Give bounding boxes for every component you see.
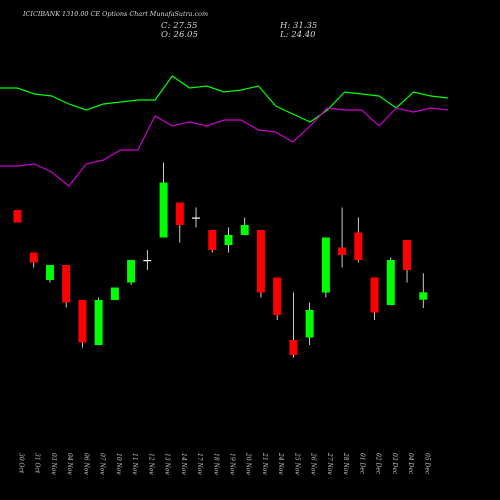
- candle-body: [94, 300, 103, 345]
- x-tick-label: 14 Nov: [180, 453, 187, 475]
- x-tick-label: 25 Nov: [293, 452, 300, 475]
- candle: [45, 265, 54, 283]
- x-tick-label: 07 Nov: [99, 453, 106, 475]
- candle: [110, 287, 119, 300]
- indicator-line-2: [0, 107, 449, 187]
- x-tick-label: 28 Nov: [342, 452, 349, 475]
- candle-body: [208, 230, 217, 250]
- candle: [370, 277, 379, 320]
- candle-body: [175, 202, 184, 225]
- x-tick-label: 03 Dec: [391, 453, 398, 475]
- candle-body: [192, 217, 201, 219]
- candle: [403, 240, 412, 283]
- candle: [175, 202, 184, 243]
- candle-body: [256, 230, 265, 293]
- candle: [240, 217, 249, 235]
- candle-body: [403, 240, 412, 270]
- candle: [13, 210, 22, 223]
- candle: [354, 217, 363, 263]
- candle: [94, 297, 103, 345]
- candle-body: [305, 310, 314, 338]
- x-tick-label: 10 Nov: [115, 453, 122, 475]
- x-tick-label: 04 Nov: [66, 453, 73, 475]
- x-tick-label: 31 Oct: [34, 453, 41, 474]
- candle: [273, 277, 282, 320]
- candle-body: [386, 260, 395, 305]
- x-tick-label: 30 Oct: [18, 453, 25, 474]
- candle-body: [370, 277, 379, 313]
- candle: [256, 230, 265, 298]
- candle-body: [29, 252, 38, 263]
- candle-body: [159, 182, 168, 238]
- candle: [224, 227, 233, 253]
- x-tick-label: 19 Nov: [229, 453, 236, 475]
- x-tick-label: 21 Nov: [261, 452, 268, 475]
- indicator-line-1: [0, 75, 449, 123]
- candle-body: [419, 292, 428, 300]
- candle: [419, 273, 428, 308]
- candle: [78, 300, 87, 348]
- x-tick-label: 12 Nov: [147, 453, 154, 475]
- x-tick-label: 24 Nov: [277, 452, 284, 475]
- x-tick-label: 26 Nov: [310, 452, 317, 475]
- x-tick-label: 03 Nov: [50, 453, 57, 475]
- candle-body: [78, 300, 87, 343]
- candle-body: [45, 265, 54, 280]
- candles: [13, 162, 428, 358]
- candle-body: [240, 225, 249, 235]
- x-tick-label: 04 Dec: [407, 453, 414, 475]
- close-value: C: 27.55: [161, 21, 197, 31]
- candle-body: [62, 265, 71, 303]
- x-tick-label: 13 Nov: [164, 453, 171, 475]
- candle: [159, 162, 168, 238]
- candle-body: [273, 277, 282, 315]
- candle-body: [127, 260, 136, 283]
- candle-body: [338, 247, 347, 255]
- candle-body: [224, 235, 233, 245]
- candle-body: [143, 260, 152, 262]
- candle: [127, 260, 136, 285]
- x-tick-label: 05 Dec: [423, 453, 430, 475]
- candle-body: [110, 287, 119, 300]
- candle-body: [354, 232, 363, 260]
- x-axis-ticks: 30 Oct 31 Oct 03 Nov 04 Nov 06 Nov 07 Nov 10 N…: [18, 452, 431, 475]
- candle: [289, 292, 298, 358]
- candle: [29, 252, 38, 268]
- candle-body: [321, 237, 330, 293]
- candle: [62, 265, 71, 308]
- candle: [208, 230, 217, 253]
- candle: [192, 207, 201, 228]
- low-value: L: 24.40: [279, 30, 316, 40]
- candle-body: [13, 210, 22, 223]
- candle-body: [289, 340, 298, 355]
- high-value: H: 31.35: [279, 21, 317, 31]
- x-tick-label: 17 Nov: [196, 453, 203, 475]
- candle: [143, 250, 152, 270]
- candle: [386, 257, 395, 305]
- chart-title: ICICIBANK 1310.00 CE Options Chart Munaf…: [22, 10, 208, 18]
- indicator-lines: [0, 75, 449, 187]
- candle: [338, 207, 347, 268]
- x-tick-label: 11 Nov: [131, 453, 138, 475]
- x-tick-label: 20 Nov: [245, 452, 252, 475]
- x-tick-label: 18 Nov: [212, 453, 219, 475]
- x-tick-label: 02 Dec: [375, 453, 382, 475]
- x-tick-label: 06 Nov: [82, 453, 89, 475]
- candle: [321, 237, 330, 298]
- candle: [305, 302, 314, 345]
- x-tick-label: 27 Nov: [326, 452, 333, 475]
- x-tick-label: 01 Dec: [358, 453, 365, 475]
- open-value: O: 26.05: [161, 30, 198, 40]
